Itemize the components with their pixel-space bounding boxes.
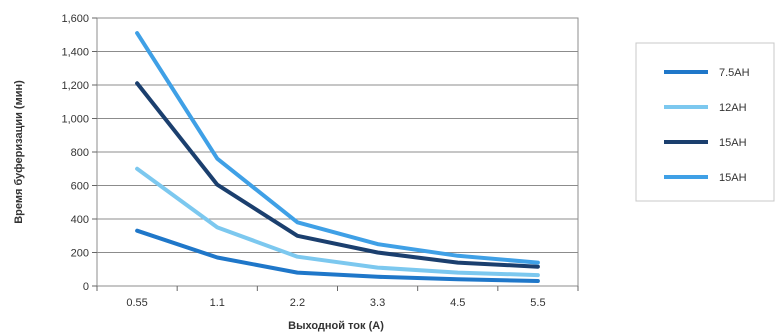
y-axis-title: Время буферизации (мин) — [13, 80, 25, 224]
series-lines — [135, 31, 540, 283]
y-tick-label: 1,600 — [61, 13, 89, 25]
series-line-1 — [135, 228, 540, 283]
x-tick-labels: 0.55 1.1 2.2 3.3 4.5 5.5 — [96, 286, 579, 309]
x-tick-label: 1.1 — [210, 297, 225, 309]
legend: 7.5AH 12AH 15AH 15AH — [635, 42, 775, 202]
y-tick-label: 200 — [71, 248, 89, 260]
legend-label: 15AH — [719, 137, 747, 149]
x-tick-label: 2.2 — [290, 297, 305, 309]
y-tick-label: 0 — [83, 281, 89, 293]
y-tick-label: 400 — [71, 214, 89, 226]
series-line-4 — [135, 31, 540, 265]
legend-box — [635, 42, 775, 202]
x-axis-title: Выходной ток (A) — [288, 320, 384, 332]
y-tick-label: 1,400 — [61, 47, 89, 59]
series-line-2 — [135, 166, 540, 278]
y-tick-labels: 0 200 400 600 800 1,000 1,200 1,400 1,600 — [61, 13, 97, 293]
series-line-3 — [135, 81, 540, 269]
legend-label: 15AH — [719, 172, 747, 184]
legend-label: 7.5AH — [719, 67, 750, 79]
y-tick-label: 1,000 — [61, 114, 89, 126]
x-tick-label: 4.5 — [450, 297, 465, 309]
x-tick-label: 3.3 — [370, 297, 385, 309]
x-tick-label: 0.55 — [126, 297, 147, 309]
y-tick-label: 800 — [71, 147, 89, 159]
legend-label: 12AH — [719, 102, 747, 114]
y-tick-label: 1,200 — [61, 80, 89, 92]
y-tick-label: 600 — [71, 181, 89, 193]
x-tick-label: 5.5 — [530, 297, 545, 309]
